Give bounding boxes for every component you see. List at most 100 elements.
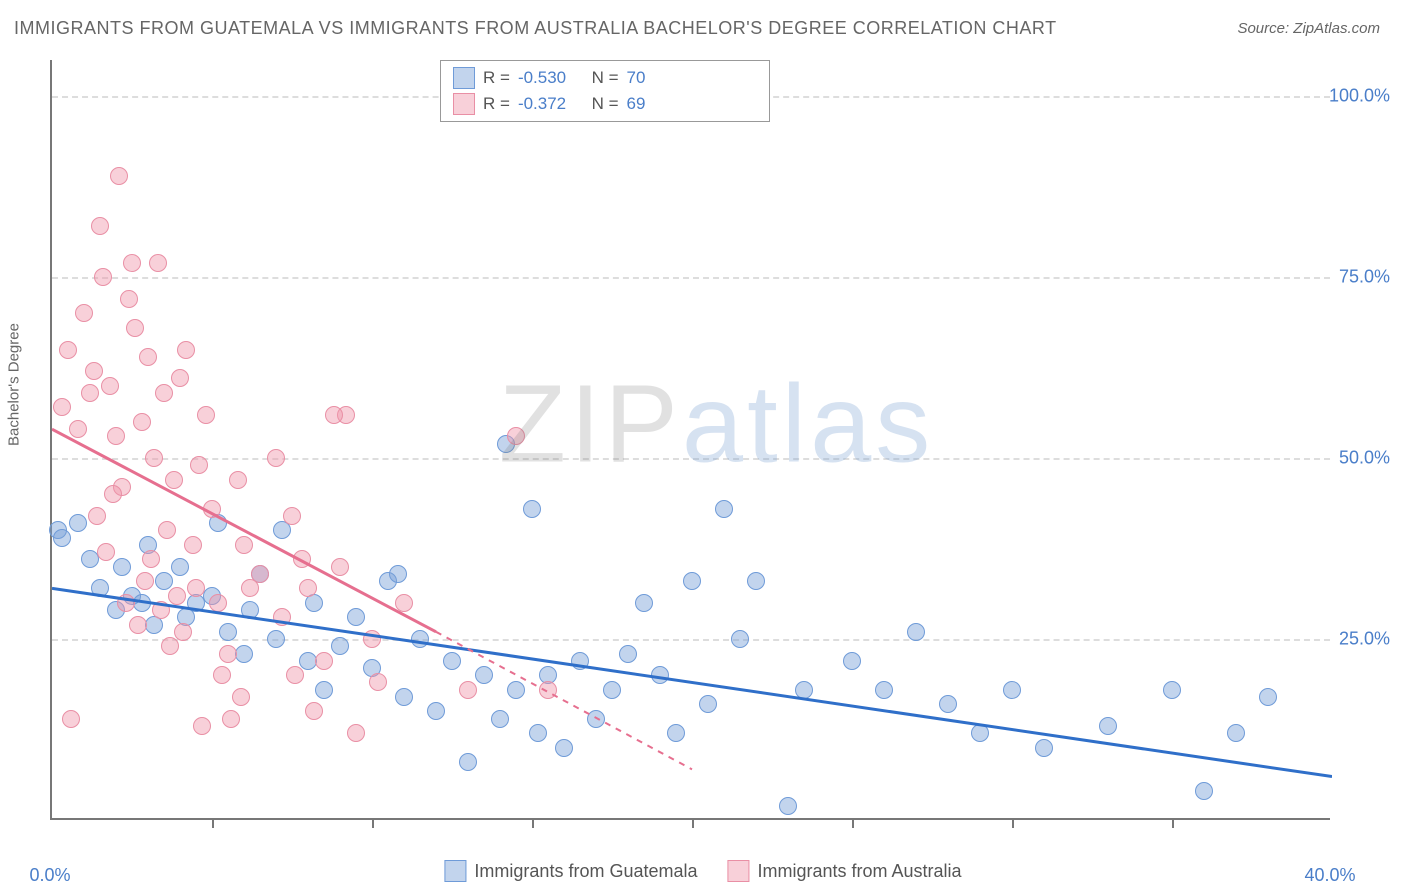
scatter-point-guatemala bbox=[971, 724, 989, 742]
plot-area: ZIPatlas bbox=[50, 60, 1330, 820]
scatter-point-australia bbox=[209, 594, 227, 612]
r-value-guatemala: -0.530 bbox=[518, 68, 566, 88]
xtick-mark bbox=[532, 818, 534, 828]
scatter-point-guatemala bbox=[667, 724, 685, 742]
scatter-point-guatemala bbox=[715, 500, 733, 518]
r-label: R = bbox=[483, 94, 510, 114]
scatter-point-guatemala bbox=[389, 565, 407, 583]
scatter-point-australia bbox=[126, 319, 144, 337]
scatter-point-australia bbox=[129, 616, 147, 634]
xtick-mark bbox=[852, 818, 854, 828]
scatter-point-guatemala bbox=[747, 572, 765, 590]
scatter-point-guatemala bbox=[571, 652, 589, 670]
ytick-label: 75.0% bbox=[1339, 267, 1390, 288]
scatter-point-australia bbox=[136, 572, 154, 590]
scatter-point-australia bbox=[94, 268, 112, 286]
scatter-point-australia bbox=[331, 558, 349, 576]
scatter-point-australia bbox=[369, 673, 387, 691]
scatter-point-guatemala bbox=[91, 579, 109, 597]
swatch-guatemala bbox=[453, 67, 475, 89]
scatter-point-guatemala bbox=[939, 695, 957, 713]
scatter-point-australia bbox=[91, 217, 109, 235]
n-label: N = bbox=[592, 94, 619, 114]
ytick-label: 50.0% bbox=[1339, 448, 1390, 469]
scatter-point-australia bbox=[85, 362, 103, 380]
scatter-point-guatemala bbox=[171, 558, 189, 576]
scatter-point-guatemala bbox=[1035, 739, 1053, 757]
scatter-point-guatemala bbox=[53, 529, 71, 547]
scatter-point-australia bbox=[104, 485, 122, 503]
scatter-point-guatemala bbox=[1195, 782, 1213, 800]
scatter-point-guatemala bbox=[133, 594, 151, 612]
scatter-point-australia bbox=[273, 608, 291, 626]
scatter-point-australia bbox=[193, 717, 211, 735]
swatch-guatemala bbox=[444, 860, 466, 882]
scatter-point-australia bbox=[197, 406, 215, 424]
scatter-point-australia bbox=[222, 710, 240, 728]
legend-label-guatemala: Immigrants from Guatemala bbox=[474, 861, 697, 882]
scatter-point-australia bbox=[232, 688, 250, 706]
xtick-mark bbox=[212, 818, 214, 828]
xtick-mark bbox=[692, 818, 694, 828]
scatter-point-guatemala bbox=[523, 500, 541, 518]
scatter-point-guatemala bbox=[315, 681, 333, 699]
scatter-point-australia bbox=[161, 637, 179, 655]
scatter-point-australia bbox=[459, 681, 477, 699]
y-axis-title: Bachelor's Degree bbox=[6, 323, 23, 446]
scatter-point-australia bbox=[286, 666, 304, 684]
scatter-point-guatemala bbox=[555, 739, 573, 757]
scatter-point-australia bbox=[283, 507, 301, 525]
gridline-h bbox=[52, 639, 1330, 641]
n-label: N = bbox=[592, 68, 619, 88]
scatter-point-guatemala bbox=[907, 623, 925, 641]
scatter-point-australia bbox=[168, 587, 186, 605]
scatter-point-australia bbox=[190, 456, 208, 474]
scatter-point-australia bbox=[219, 645, 237, 663]
scatter-point-guatemala bbox=[1099, 717, 1117, 735]
scatter-point-guatemala bbox=[331, 637, 349, 655]
scatter-point-australia bbox=[315, 652, 333, 670]
scatter-point-australia bbox=[107, 427, 125, 445]
scatter-point-guatemala bbox=[1163, 681, 1181, 699]
scatter-point-guatemala bbox=[267, 630, 285, 648]
scatter-point-guatemala bbox=[843, 652, 861, 670]
xtick-mark bbox=[372, 818, 374, 828]
source-attribution: Source: ZipAtlas.com bbox=[1237, 20, 1380, 37]
scatter-point-australia bbox=[171, 369, 189, 387]
watermark-text: ZIPatlas bbox=[499, 360, 934, 487]
scatter-point-guatemala bbox=[411, 630, 429, 648]
scatter-point-guatemala bbox=[113, 558, 131, 576]
r-label: R = bbox=[483, 68, 510, 88]
gridline-h bbox=[52, 277, 1330, 279]
scatter-point-guatemala bbox=[635, 594, 653, 612]
scatter-point-australia bbox=[539, 681, 557, 699]
scatter-point-guatemala bbox=[241, 601, 259, 619]
chart-container: IMMIGRANTS FROM GUATEMALA VS IMMIGRANTS … bbox=[0, 0, 1406, 892]
legend-item-australia: Immigrants from Australia bbox=[728, 860, 962, 882]
scatter-point-australia bbox=[117, 594, 135, 612]
legend-label-australia: Immigrants from Australia bbox=[758, 861, 962, 882]
scatter-point-australia bbox=[235, 536, 253, 554]
scatter-point-australia bbox=[75, 304, 93, 322]
xtick-label: 0.0% bbox=[29, 865, 70, 886]
legend-row-australia: R = -0.372 N = 69 bbox=[449, 91, 761, 117]
xtick-mark bbox=[1172, 818, 1174, 828]
correlation-legend: R = -0.530 N = 70 R = -0.372 N = 69 bbox=[440, 60, 770, 122]
scatter-point-guatemala bbox=[427, 702, 445, 720]
scatter-point-australia bbox=[363, 630, 381, 648]
scatter-point-australia bbox=[251, 565, 269, 583]
scatter-point-australia bbox=[184, 536, 202, 554]
scatter-point-australia bbox=[133, 413, 151, 431]
scatter-point-guatemala bbox=[651, 666, 669, 684]
ytick-label: 100.0% bbox=[1329, 86, 1390, 107]
scatter-point-australia bbox=[165, 471, 183, 489]
chart-title: IMMIGRANTS FROM GUATEMALA VS IMMIGRANTS … bbox=[14, 18, 1057, 39]
legend-item-guatemala: Immigrants from Guatemala bbox=[444, 860, 697, 882]
ytick-label: 25.0% bbox=[1339, 629, 1390, 650]
scatter-point-australia bbox=[155, 384, 173, 402]
scatter-point-australia bbox=[145, 449, 163, 467]
scatter-point-guatemala bbox=[475, 666, 493, 684]
scatter-point-australia bbox=[53, 398, 71, 416]
r-value-australia: -0.372 bbox=[518, 94, 566, 114]
scatter-point-australia bbox=[395, 594, 413, 612]
